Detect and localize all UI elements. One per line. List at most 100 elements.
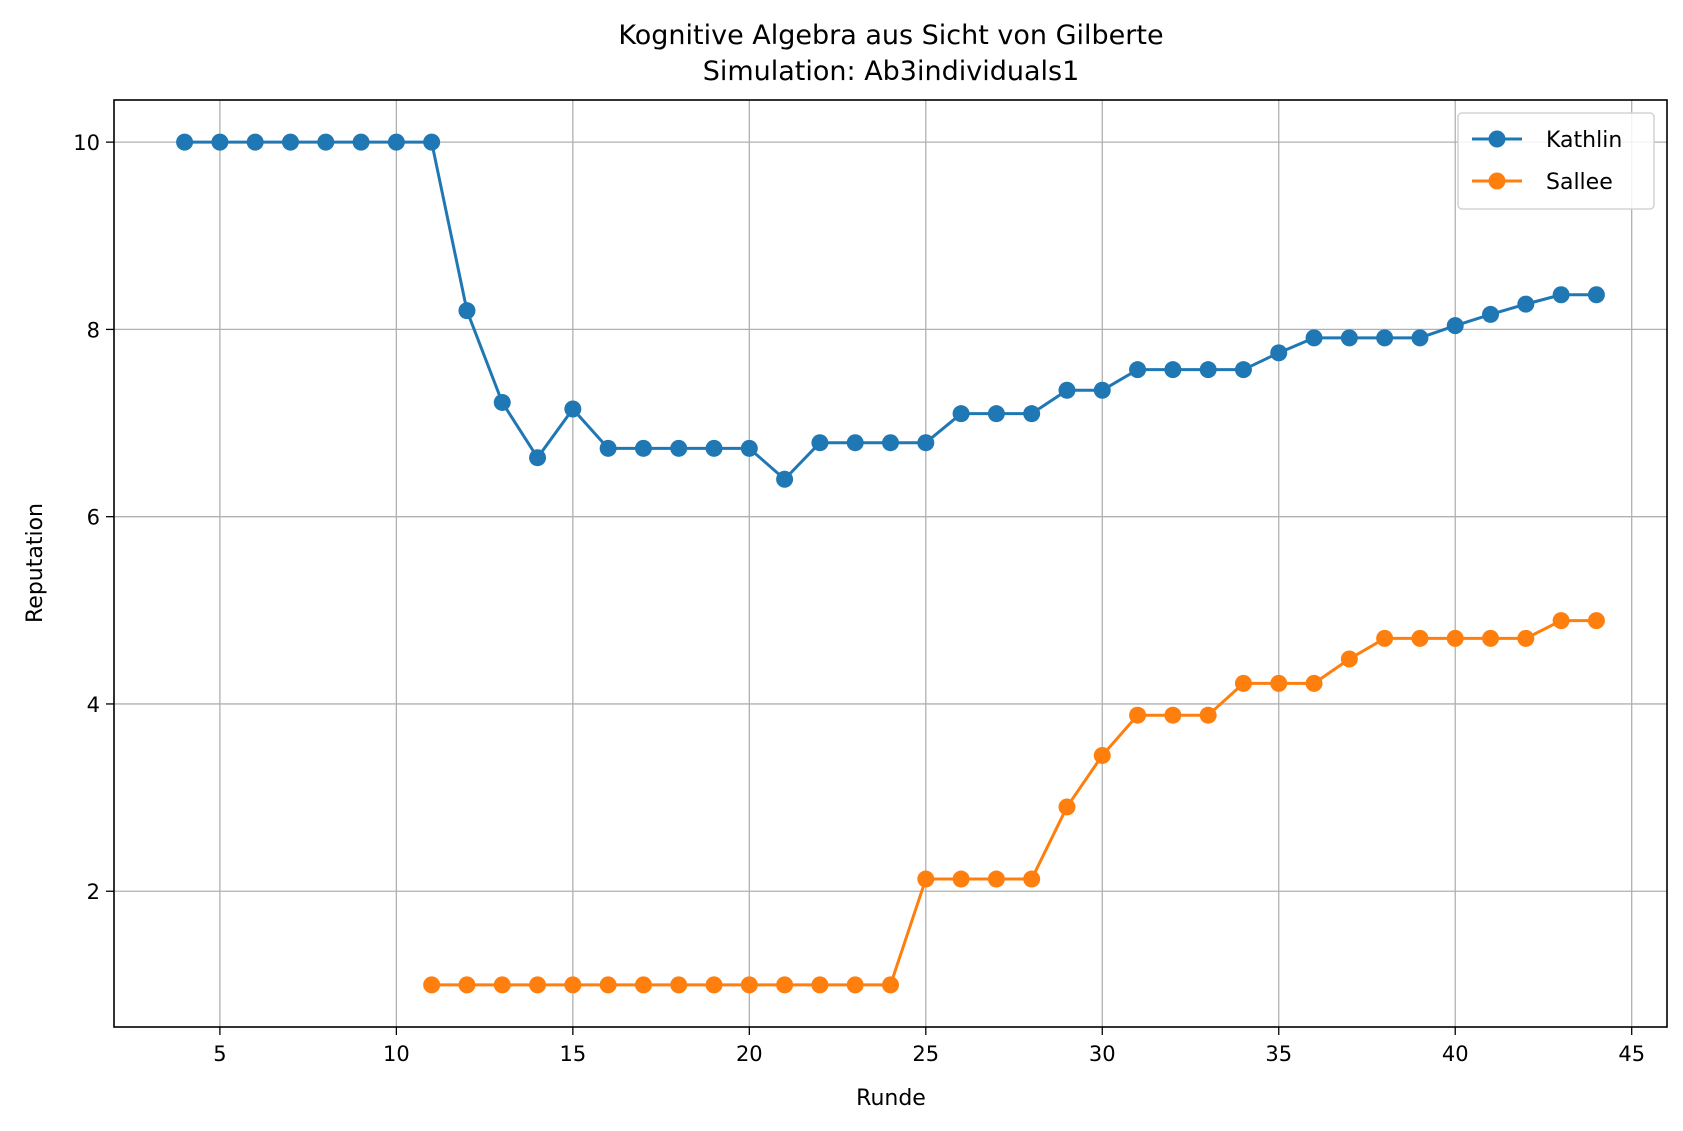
data-point-kathlin [1234, 361, 1252, 379]
x-tick-label: 45 [1618, 1042, 1645, 1066]
data-point-kathlin [176, 133, 194, 151]
data-point-sallee [670, 976, 688, 994]
y-tick-label: 4 [87, 693, 100, 717]
data-point-kathlin [1517, 295, 1535, 313]
data-point-sallee [1270, 674, 1288, 692]
x-tick-label: 5 [213, 1042, 226, 1066]
data-point-sallee [458, 976, 476, 994]
data-point-sallee [493, 976, 511, 994]
data-point-sallee [564, 976, 582, 994]
data-point-sallee [740, 976, 758, 994]
data-point-sallee [1305, 674, 1323, 692]
data-point-kathlin [811, 434, 829, 452]
data-point-kathlin [740, 439, 758, 457]
x-axis-label: Runde [856, 1086, 926, 1111]
data-point-sallee [1411, 629, 1429, 647]
grid-lines [114, 100, 1667, 1027]
data-point-kathlin [1376, 329, 1394, 347]
data-point-kathlin [493, 393, 511, 411]
data-point-kathlin [458, 302, 476, 320]
data-point-kathlin [1446, 317, 1464, 335]
data-point-kathlin [1270, 344, 1288, 362]
data-point-kathlin [917, 434, 935, 452]
data-point-sallee [776, 976, 794, 994]
series-line-sallee [431, 619, 1597, 987]
data-point-sallee [1552, 612, 1570, 630]
data-point-sallee [1446, 629, 1464, 647]
data-point-sallee [634, 976, 652, 994]
data-point-sallee [423, 976, 441, 994]
plot-frame [113, 99, 1668, 1028]
data-point-kathlin [705, 439, 723, 457]
data-point-sallee [987, 870, 1005, 888]
legend-marker-sallee [1488, 172, 1506, 190]
legend-label-kathlin: Kathlin [1546, 128, 1622, 153]
data-point-kathlin [599, 439, 617, 457]
data-point-kathlin [1305, 329, 1323, 347]
y-tick-label: 2 [87, 880, 100, 904]
data-point-kathlin [564, 400, 582, 418]
chart-title: Kognitive Algebra aus Sicht von Gilberte [618, 20, 1163, 51]
data-point-kathlin [670, 439, 688, 457]
data-point-kathlin [352, 133, 370, 151]
x-tick-label: 20 [736, 1042, 763, 1066]
x-tick-label: 15 [559, 1042, 586, 1066]
data-point-sallee [1129, 706, 1147, 724]
data-point-sallee [811, 976, 829, 994]
data-point-kathlin [1164, 361, 1182, 379]
data-point-sallee [882, 976, 899, 994]
data-point-sallee [705, 976, 723, 994]
data-point-kathlin [1552, 286, 1570, 304]
data-point-kathlin [1129, 361, 1147, 379]
legend: Kathlin Sallee [1457, 112, 1655, 210]
data-point-sallee [1164, 706, 1182, 724]
data-point-sallee [1587, 612, 1605, 630]
data-point-sallee [1199, 706, 1217, 724]
data-point-kathlin [1482, 305, 1500, 323]
data-point-sallee [529, 976, 547, 994]
y-tick-label: 6 [87, 506, 100, 530]
data-point-sallee [952, 870, 970, 888]
data-point-sallee [917, 870, 935, 888]
chart-subtitle: Simulation: Ab3individuals1 [703, 56, 1080, 87]
data-point-kathlin [211, 133, 229, 151]
legend-marker-kathlin [1488, 130, 1506, 148]
data-point-kathlin [882, 434, 899, 452]
data-point-sallee [1517, 629, 1535, 647]
data-point-kathlin [1199, 361, 1217, 379]
data-point-kathlin [246, 133, 264, 151]
data-point-sallee [1234, 674, 1252, 692]
data-point-kathlin [1411, 329, 1429, 347]
x-tick-label: 25 [912, 1042, 939, 1066]
axis-ticks: 5 10 15 20 25 30 35 40 45 2 4 6 8 10 [73, 131, 1645, 1066]
data-point-sallee [1340, 650, 1358, 668]
data-point-kathlin [281, 133, 299, 151]
data-point-kathlin [776, 470, 794, 488]
data-point-kathlin [634, 439, 652, 457]
data-point-sallee [1093, 746, 1111, 764]
data-point-kathlin [1058, 381, 1076, 399]
y-tick-label: 10 [73, 131, 100, 155]
x-tick-label: 10 [383, 1042, 410, 1066]
data-point-sallee [1482, 629, 1500, 647]
y-tick-label: 8 [87, 318, 100, 342]
data-point-sallee [846, 976, 864, 994]
series-sallee [423, 612, 1605, 994]
x-tick-label: 40 [1442, 1042, 1469, 1066]
series-kathlin [176, 133, 1605, 488]
legend-box [1457, 112, 1655, 210]
data-point-kathlin [317, 133, 335, 151]
x-tick-label: 35 [1265, 1042, 1292, 1066]
data-point-sallee [1376, 629, 1394, 647]
data-point-kathlin [529, 449, 547, 467]
legend-label-sallee: Sallee [1546, 170, 1613, 195]
data-point-kathlin [846, 434, 864, 452]
data-point-kathlin [1093, 381, 1111, 399]
data-point-sallee [1058, 798, 1076, 816]
data-point-kathlin [987, 405, 1005, 423]
data-point-kathlin [1340, 329, 1358, 347]
data-point-kathlin [1587, 286, 1605, 304]
data-point-sallee [599, 976, 617, 994]
